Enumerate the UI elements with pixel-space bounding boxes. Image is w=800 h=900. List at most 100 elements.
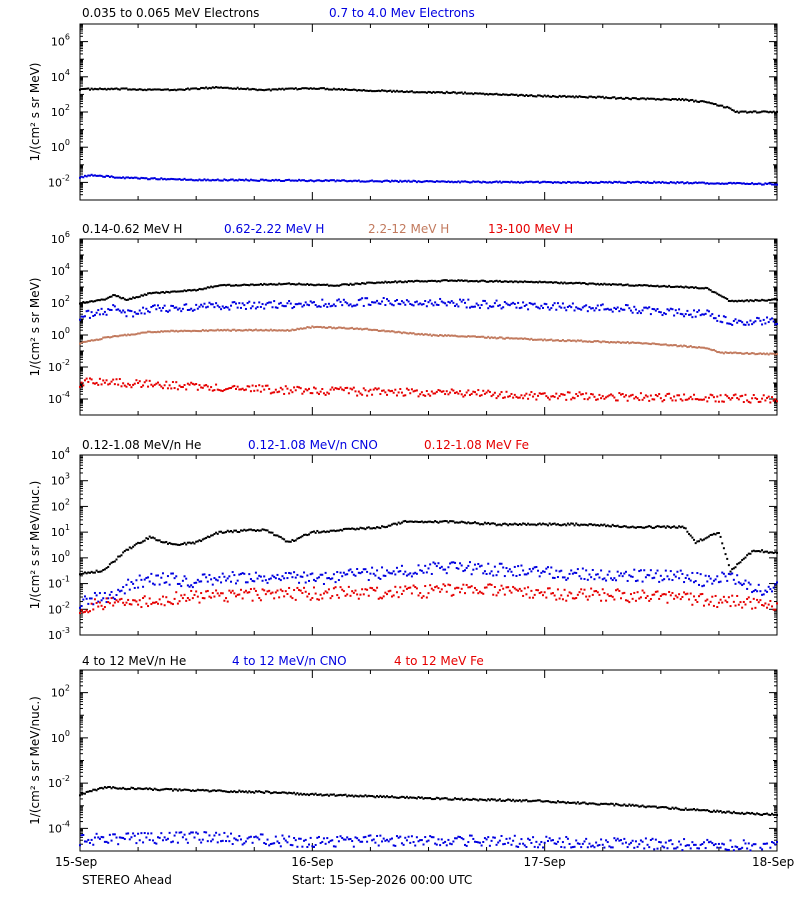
data-point bbox=[384, 304, 387, 307]
data-point bbox=[185, 788, 188, 791]
data-point bbox=[751, 182, 754, 185]
data-point bbox=[259, 790, 262, 793]
data-point bbox=[429, 584, 432, 587]
data-point bbox=[721, 295, 724, 298]
data-point bbox=[372, 282, 375, 285]
data-point bbox=[634, 526, 637, 529]
data-point bbox=[746, 321, 749, 324]
data-point bbox=[744, 579, 747, 582]
data-point bbox=[459, 279, 462, 282]
data-point bbox=[563, 306, 566, 309]
data-point bbox=[668, 344, 671, 347]
data-point bbox=[600, 282, 603, 285]
y-tick-label: 100 bbox=[51, 729, 70, 745]
data-point bbox=[85, 609, 88, 612]
data-point bbox=[606, 96, 609, 99]
data-point bbox=[264, 529, 267, 532]
data-point bbox=[98, 338, 101, 341]
data-point bbox=[298, 282, 301, 285]
data-point bbox=[563, 801, 566, 804]
data-point bbox=[658, 310, 661, 313]
data-point bbox=[717, 293, 720, 296]
data-point bbox=[163, 581, 166, 584]
data-point bbox=[100, 599, 103, 602]
data-point bbox=[767, 585, 770, 588]
data-point bbox=[744, 182, 747, 185]
data-point bbox=[425, 280, 428, 283]
data-point bbox=[711, 595, 714, 598]
data-point bbox=[578, 591, 581, 594]
data-point bbox=[684, 593, 687, 596]
data-point bbox=[774, 551, 777, 554]
data-point bbox=[299, 302, 302, 305]
data-point bbox=[153, 601, 156, 604]
data-point bbox=[761, 549, 764, 552]
data-point bbox=[558, 570, 561, 573]
data-point bbox=[626, 804, 629, 807]
data-point bbox=[615, 308, 618, 311]
data-point bbox=[610, 802, 613, 805]
data-point bbox=[103, 591, 106, 594]
data-point bbox=[658, 525, 661, 528]
data-point bbox=[362, 304, 365, 307]
data-point bbox=[213, 389, 216, 392]
data-point bbox=[263, 307, 266, 310]
data-point bbox=[734, 582, 737, 585]
data-point bbox=[442, 583, 445, 586]
data-point bbox=[472, 568, 475, 571]
data-point bbox=[696, 100, 699, 103]
data-point bbox=[254, 328, 257, 331]
data-point bbox=[98, 299, 101, 302]
data-point bbox=[281, 283, 284, 286]
data-point bbox=[508, 280, 511, 283]
data-point bbox=[87, 87, 90, 90]
data-point bbox=[236, 86, 239, 89]
data-point bbox=[746, 554, 749, 557]
data-point bbox=[716, 532, 719, 535]
data-point bbox=[659, 181, 662, 184]
data-point bbox=[425, 596, 428, 599]
data-point bbox=[386, 569, 389, 572]
data-point bbox=[621, 525, 624, 528]
data-point bbox=[384, 391, 387, 394]
data-point bbox=[206, 178, 209, 181]
data-point bbox=[435, 585, 438, 588]
data-point bbox=[152, 331, 155, 334]
data-point bbox=[100, 383, 103, 386]
data-point bbox=[238, 388, 241, 391]
data-point bbox=[186, 584, 189, 587]
data-point bbox=[407, 179, 410, 182]
data-point bbox=[693, 181, 696, 184]
data-point bbox=[142, 177, 145, 180]
data-point bbox=[434, 180, 437, 183]
data-point bbox=[653, 526, 656, 529]
data-point bbox=[608, 308, 611, 311]
data-point bbox=[734, 393, 737, 396]
data-point bbox=[377, 576, 380, 579]
data-point bbox=[590, 393, 593, 396]
data-point bbox=[347, 284, 350, 287]
data-point bbox=[410, 280, 413, 283]
data-point bbox=[595, 524, 598, 527]
data-point bbox=[175, 788, 178, 791]
data-point bbox=[578, 575, 581, 578]
data-point bbox=[558, 94, 561, 97]
data-point bbox=[269, 179, 272, 182]
data-point bbox=[726, 579, 729, 582]
data-point bbox=[444, 568, 447, 571]
data-point bbox=[147, 178, 150, 181]
data-point bbox=[165, 290, 168, 293]
data-point bbox=[419, 180, 422, 183]
data-point bbox=[429, 91, 432, 94]
data-point bbox=[364, 588, 367, 591]
data-point bbox=[561, 598, 564, 601]
data-point bbox=[712, 103, 715, 106]
data-point bbox=[395, 331, 398, 334]
data-point bbox=[606, 803, 609, 806]
data-point bbox=[693, 100, 696, 103]
data-point bbox=[648, 599, 651, 602]
data-point bbox=[518, 280, 521, 283]
data-point bbox=[444, 302, 447, 305]
data-point bbox=[566, 282, 569, 285]
data-point bbox=[772, 352, 775, 355]
